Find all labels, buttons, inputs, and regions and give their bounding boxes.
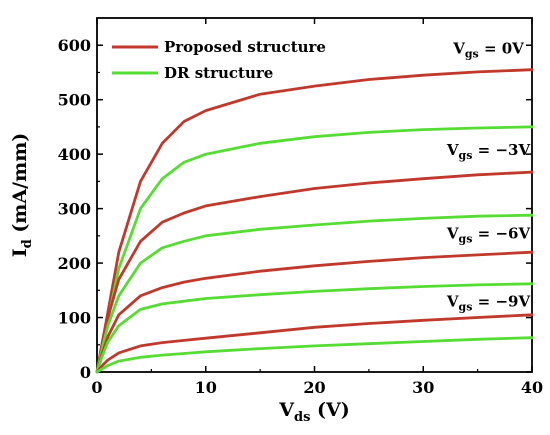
y-tick-label: 600 (58, 36, 91, 55)
series-line (95, 313, 534, 374)
y-axis-title: Id (mA/mm) (9, 133, 35, 258)
x-tick-label: 30 (412, 378, 434, 397)
series-line (95, 68, 534, 374)
x-tick-label: 20 (303, 378, 325, 397)
x-tick-label: 40 (521, 378, 543, 397)
legend-label: Proposed structure (164, 38, 326, 56)
y-tick-label: 300 (58, 200, 91, 219)
series-line (95, 213, 534, 374)
y-tick-label: 100 (58, 309, 91, 328)
series-line (95, 282, 534, 374)
series-line (95, 336, 534, 374)
series-line (95, 250, 534, 374)
y-tick-label: 0 (80, 363, 91, 382)
x-axis-title: Vds (V) (278, 399, 350, 425)
vgs-annotation: Vgs = −6V (446, 225, 531, 246)
vgs-annotation: Vgs = −3V (446, 141, 531, 162)
x-tick-label: 10 (195, 378, 217, 397)
legend-label: DR structure (164, 64, 273, 82)
y-tick-label: 200 (58, 254, 91, 273)
y-tick-label: 400 (58, 145, 91, 164)
y-tick-label: 500 (58, 91, 91, 110)
vgs-annotation: Vgs = −9V (446, 293, 531, 314)
x-tick-label: 0 (91, 378, 102, 397)
series-line (95, 170, 534, 374)
vgs-annotation: Vgs = 0V (452, 39, 524, 60)
